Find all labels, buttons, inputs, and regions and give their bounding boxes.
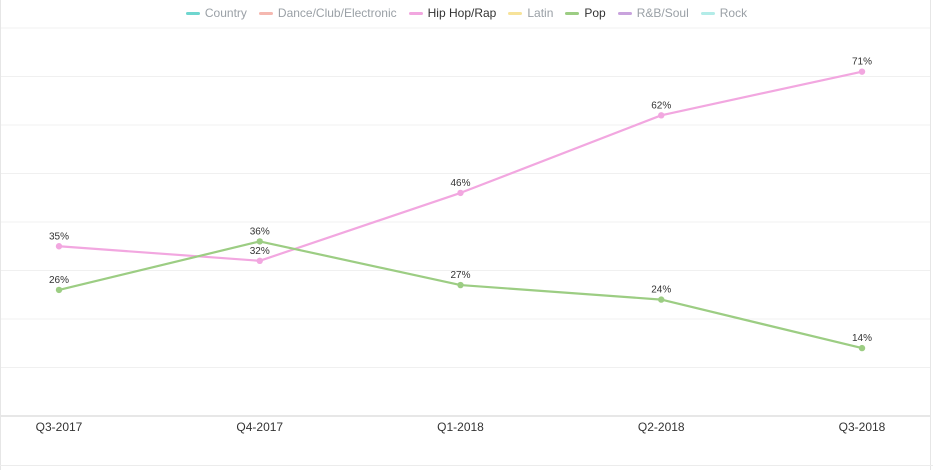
legend-item-latin[interactable]: Latin bbox=[508, 6, 553, 20]
series-line bbox=[57, 70, 864, 262]
data-point bbox=[457, 189, 464, 197]
grid-lines bbox=[0, 27, 930, 368]
legend-item-pop[interactable]: Pop bbox=[565, 6, 606, 20]
legend-item-dance-club-electronic[interactable]: Dance/Club/Electronic bbox=[258, 6, 397, 20]
x-tick-label: Q3-2018 bbox=[839, 420, 886, 434]
data-point bbox=[256, 257, 263, 264]
data-label: 62% bbox=[651, 100, 671, 111]
x-tick-label: Q4-2017 bbox=[236, 420, 283, 434]
data-point bbox=[55, 243, 63, 250]
legend-label: Latin bbox=[527, 6, 554, 20]
legend-label: Rock bbox=[719, 6, 748, 20]
legend-swatch bbox=[408, 11, 423, 15]
data-point bbox=[256, 238, 263, 245]
x-tick-label: Q1-2018 bbox=[437, 420, 484, 434]
legend-swatch bbox=[258, 11, 273, 15]
data-point bbox=[858, 68, 866, 75]
data-label: 26% bbox=[49, 275, 69, 286]
chart-right-border bbox=[930, 0, 931, 470]
data-label: 36% bbox=[250, 226, 270, 237]
legend-item-country[interactable]: Country bbox=[185, 6, 247, 20]
data-label: 46% bbox=[450, 178, 470, 189]
legend-label: Pop bbox=[584, 6, 606, 20]
series-line bbox=[57, 240, 864, 350]
data-label: 71% bbox=[852, 57, 872, 68]
series-hip-hop-rap bbox=[55, 68, 866, 264]
data-point bbox=[457, 281, 464, 289]
legend-label: R&B/Soul bbox=[636, 6, 689, 20]
chart-legend: Country Dance/Club/Electronic Hip Hop/Rap L… bbox=[0, 2, 933, 24]
series-pop bbox=[55, 238, 866, 352]
legend-item-rock[interactable]: Rock bbox=[700, 6, 748, 20]
legend-item-r-b-soul[interactable]: R&B/Soul bbox=[617, 6, 689, 20]
legend-swatch bbox=[185, 11, 200, 15]
legend-label: Hip Hop/Rap bbox=[427, 6, 497, 20]
legend-swatch bbox=[700, 11, 715, 15]
data-point bbox=[658, 296, 665, 303]
chart-left-border bbox=[0, 0, 1, 470]
data-point bbox=[858, 344, 866, 352]
data-point bbox=[658, 112, 665, 119]
legend-item-hip-hop-rap[interactable]: Hip Hop/Rap bbox=[408, 6, 497, 20]
data-point bbox=[55, 286, 63, 294]
data-label: 24% bbox=[651, 285, 671, 296]
legend-label: Dance/Club/Electronic bbox=[277, 6, 397, 20]
data-label: 14% bbox=[852, 333, 872, 344]
x-tick-label: Q3-2017 bbox=[36, 420, 83, 434]
legend-swatch bbox=[565, 11, 580, 15]
data-label: 32% bbox=[250, 246, 270, 257]
legend-swatch bbox=[508, 11, 523, 15]
x-tick-label: Q2-2018 bbox=[638, 420, 685, 434]
legend-swatch bbox=[617, 11, 632, 15]
data-label: 35% bbox=[49, 231, 69, 242]
chart-bottom-border bbox=[0, 465, 933, 466]
legend-label: Country bbox=[204, 6, 247, 20]
data-label: 27% bbox=[450, 270, 470, 281]
